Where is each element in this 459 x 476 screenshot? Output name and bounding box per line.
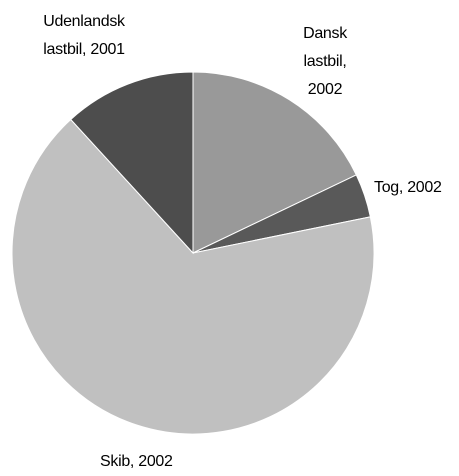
pie-slice <box>11 118 375 435</box>
slice-label: Udenlandsk lastbil, 2001 <box>43 13 125 58</box>
slice-label: Skib, 2002 <box>100 453 173 470</box>
pie-slice <box>192 71 357 254</box>
pie-slice <box>70 71 194 255</box>
slice-label: Dansk lastbil, 2002 <box>303 25 347 98</box>
slice-label: Tog, 2002 <box>374 179 442 196</box>
